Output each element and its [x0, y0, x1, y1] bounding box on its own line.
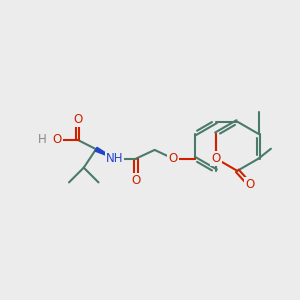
Text: O: O	[245, 178, 254, 191]
Text: O: O	[131, 174, 141, 187]
Text: O: O	[73, 113, 82, 126]
Polygon shape	[95, 147, 115, 158]
Text: H: H	[38, 134, 47, 146]
Text: O: O	[168, 152, 178, 165]
Text: NH: NH	[106, 152, 123, 165]
Text: O: O	[212, 152, 220, 165]
Text: O: O	[53, 134, 62, 146]
